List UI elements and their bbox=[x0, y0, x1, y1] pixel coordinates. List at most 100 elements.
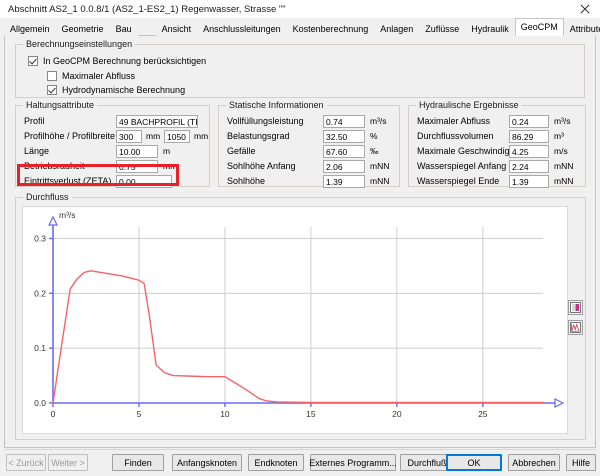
unit-profilhoehe: mm bbox=[146, 131, 161, 141]
chart-curve-icon[interactable] bbox=[568, 320, 583, 335]
input-gefaelle[interactable]: 67.60 bbox=[323, 144, 365, 158]
unit-wasserspiegel-anfang: mNN bbox=[554, 161, 574, 171]
tab-label: Zuflüsse bbox=[425, 24, 460, 34]
flow-button[interactable]: Durchfluß bbox=[400, 454, 454, 471]
field-row-gefaelle: Gefälle 67.60 ‰ bbox=[227, 144, 379, 158]
checkbox-geocpm-beruecksichtigen[interactable]: In GeoCPM Berechnung berücksichtigen bbox=[28, 56, 206, 66]
input-laenge[interactable]: 10.00 bbox=[116, 144, 158, 158]
unit-sohlhoehe-anfang: mNN bbox=[370, 161, 390, 171]
input-sohlhoehe-anfang[interactable]: 2.06 bbox=[323, 159, 365, 173]
unit-laenge: m bbox=[163, 146, 171, 156]
svg-text:0.0: 0.0 bbox=[34, 398, 46, 408]
back-button: < Zurück bbox=[6, 454, 46, 471]
checkbox-box-maximaler-abfluss[interactable] bbox=[47, 71, 57, 81]
field-row-vollfuellungsleistung: Vollfüllungsleistung 0.74 m³/s bbox=[227, 114, 387, 128]
input-profilbreite[interactable]: 1050 bbox=[164, 129, 190, 143]
checkbox-box-hydrodynamische[interactable] bbox=[47, 85, 57, 95]
input-maximale-geschwindigkeit[interactable]: 4.25 bbox=[509, 144, 549, 158]
chart-style-icon[interactable] bbox=[568, 300, 583, 315]
tab-anschlussleitungen[interactable]: Anschlussleitungen bbox=[197, 21, 287, 36]
svg-text:10: 10 bbox=[220, 409, 230, 419]
checkbox-maximaler-abfluss[interactable]: Maximaler Abfluss bbox=[47, 71, 135, 81]
field-row-maximaler-abfluss: Maximaler Abfluss 0.24 m³/s bbox=[417, 114, 571, 128]
input-wasserspiegel-anfang[interactable]: 2.24 bbox=[509, 159, 549, 173]
tab-geocpm[interactable]: GeoCPM bbox=[514, 18, 564, 36]
input-wasserspiegel-ende[interactable]: 1.39 bbox=[509, 174, 549, 188]
svg-text:0: 0 bbox=[51, 409, 56, 419]
svg-text:m³/s: m³/s bbox=[59, 210, 76, 220]
group-legend-durchfluss: Durchfluss bbox=[23, 192, 72, 202]
svg-text:25: 25 bbox=[478, 409, 488, 419]
unit-betriebsrauheit: mm bbox=[163, 161, 178, 171]
checkbox-box-geocpm[interactable] bbox=[28, 56, 38, 66]
tab-allgemein[interactable]: Allgemein bbox=[4, 21, 56, 36]
label-belastungsgrad: Belastungsgrad bbox=[227, 131, 290, 141]
button-label: Hilfe bbox=[571, 457, 590, 468]
start-node-button[interactable]: Anfangsknoten bbox=[172, 454, 242, 471]
input-sohlhoehe[interactable]: 1.39 bbox=[323, 174, 365, 188]
group-legend-hydraulische-ergebnisse: Hydraulische Ergebnisse bbox=[416, 100, 522, 110]
button-label: Finden bbox=[124, 457, 152, 468]
label-gefaelle: Gefälle bbox=[227, 146, 256, 156]
external-program-button[interactable]: Externes Programm... bbox=[309, 454, 397, 471]
tab-label: GeoCPM bbox=[520, 22, 558, 32]
svg-text:15: 15 bbox=[306, 409, 316, 419]
input-belastungsgrad[interactable]: 32.50 bbox=[323, 129, 365, 143]
field-row-maximale-geschwindigkeit: Maximale Geschwindigkeit 4.25 m/s bbox=[417, 144, 568, 158]
tab-list: Allgemein Geometrie Bau Ansicht Anschlusslei… bbox=[4, 18, 600, 36]
field-row-profil: Profil 49 BACHPROFIL (TRAP bbox=[24, 114, 198, 128]
tab-geometrie[interactable]: Geometrie bbox=[55, 21, 110, 36]
ok-button[interactable]: OK bbox=[446, 454, 502, 471]
input-eintrittsverlust-zeta[interactable]: 0.00 bbox=[116, 174, 172, 188]
label-eintrittsverlust-zeta: Eintrittsverlust (ZETA) bbox=[24, 176, 112, 186]
label-durchflussvolumen: Durchflussvolumen bbox=[417, 131, 494, 141]
svg-text:0.3: 0.3 bbox=[34, 233, 46, 243]
unit-profilbreite: mm bbox=[194, 131, 209, 141]
input-vollfuellungsleistung[interactable]: 0.74 bbox=[323, 114, 365, 128]
tab-label: Ansicht bbox=[161, 24, 192, 34]
unit-wasserspiegel-ende: mNN bbox=[554, 176, 574, 186]
tab-attribute[interactable]: Attribute bbox=[563, 21, 600, 36]
label-sohlhoehe-anfang: Sohlhöhe Anfang bbox=[227, 161, 296, 171]
cancel-button[interactable]: Abbrechen bbox=[508, 454, 560, 471]
group-legend-statische-informationen: Statische Informationen bbox=[226, 100, 327, 110]
tab-label: Bau bbox=[115, 24, 132, 34]
input-profilhoehe[interactable]: 300 bbox=[116, 129, 142, 143]
unit-maximaler-abfluss: m³/s bbox=[554, 116, 571, 126]
unit-vollfuellungsleistung: m³/s bbox=[370, 116, 387, 126]
tab-anlagen[interactable]: Anlagen bbox=[374, 21, 420, 36]
button-label: Endknoten bbox=[254, 457, 298, 468]
footer-divider bbox=[4, 449, 596, 450]
tab-kostenberechnung[interactable]: Kostenberechnung bbox=[286, 21, 375, 36]
input-profil[interactable]: 49 BACHPROFIL (TRAP bbox=[116, 114, 198, 128]
help-button[interactable]: Hilfe bbox=[566, 454, 596, 471]
end-node-button[interactable]: Endknoten bbox=[248, 454, 304, 471]
input-durchflussvolumen[interactable]: 86.29 bbox=[509, 129, 549, 143]
tab-label: Allgemein bbox=[10, 24, 50, 34]
checkbox-hydrodynamische-berechnung[interactable]: Hydrodynamische Berechnung bbox=[47, 85, 185, 95]
close-icon[interactable] bbox=[570, 0, 600, 18]
field-row-sohlhoehe: Sohlhöhe 1.39 mNN bbox=[227, 174, 389, 188]
input-maximaler-abfluss[interactable]: 0.24 bbox=[509, 114, 549, 128]
tab-bau[interactable]: Bau bbox=[109, 21, 138, 36]
next-button: Weiter > bbox=[48, 454, 88, 471]
tab-hydraulik[interactable]: Hydraulik bbox=[465, 21, 515, 36]
tab-content-geocpm: Berechnungseinstellungen In GeoCPM Berec… bbox=[4, 36, 596, 448]
tab-ansicht[interactable]: Ansicht bbox=[155, 21, 198, 36]
find-button[interactable]: Finden bbox=[112, 454, 164, 471]
checkbox-label-hydrodynamische: Hydrodynamische Berechnung bbox=[62, 85, 186, 95]
label-profilhoehe-profilbreite: Profilhöhe / Profilbreite bbox=[24, 131, 116, 141]
field-row-wasserspiegel-ende: Wasserspiegel Ende 1.39 mNN bbox=[417, 174, 573, 188]
input-betriebsrauheit[interactable]: 0.75 bbox=[116, 159, 158, 173]
button-label: Abbrechen bbox=[512, 457, 556, 468]
unit-gefaelle: ‰ bbox=[370, 146, 379, 156]
tab-zufl-sse[interactable]: Zuflüsse bbox=[419, 21, 466, 36]
field-row-wasserspiegel-anfang: Wasserspiegel Anfang 2.24 mNN bbox=[417, 159, 573, 173]
tab-label: Kostenberechnung bbox=[292, 24, 369, 34]
button-label: < Zurück bbox=[8, 457, 44, 468]
label-maximaler-abfluss: Maximaler Abfluss bbox=[417, 116, 491, 126]
